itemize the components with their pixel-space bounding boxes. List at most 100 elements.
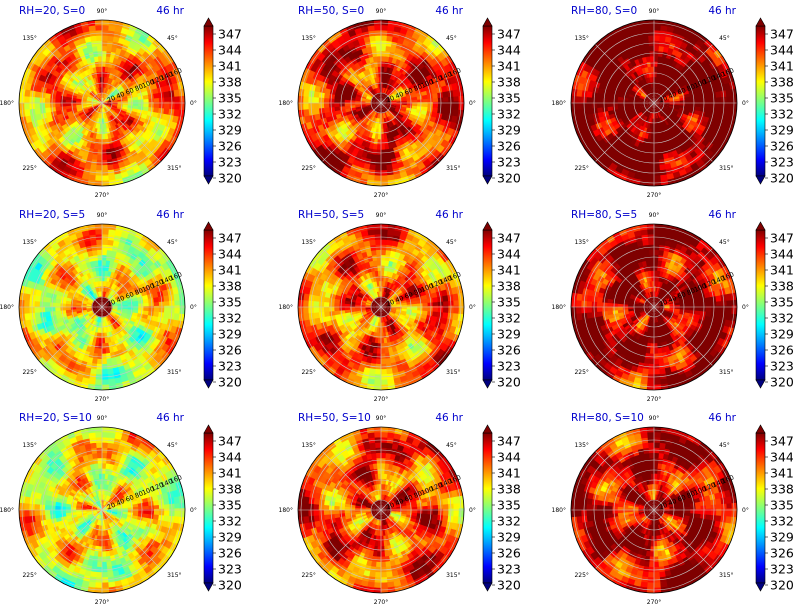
field-cell [85,103,92,107]
field-cell [373,87,378,94]
field-cell [662,132,668,139]
field-cell [381,103,387,106]
radial-tick-label: 80 [686,82,697,93]
field-cell [654,113,656,120]
field-cell [121,95,129,100]
field-cell [651,97,654,103]
colorbar-tick-label: 323 [218,359,242,374]
field-cell [381,113,383,120]
field-cell [352,87,359,93]
field-cell [109,288,115,295]
field-cell [153,106,160,113]
field-cell [123,319,130,326]
field-cell [97,327,101,334]
field-cell [85,291,91,298]
colorbar-tick-label: 332 [770,107,793,122]
field-cell [368,115,374,122]
field-cell [179,94,185,103]
field-cell [629,111,637,117]
field-cell [81,298,88,302]
field-cell [375,112,379,119]
field-cell [731,94,737,103]
field-cell [118,87,125,93]
field-cell [643,100,649,103]
field-cell [95,133,100,140]
field-cell [364,74,370,81]
field-cell [94,138,100,145]
field-cell [95,337,100,344]
field-cell [92,89,97,95]
field-cell [125,315,132,321]
field-cell [89,295,95,301]
field-cell [102,103,108,106]
field-cell [78,291,85,297]
field-cell [119,293,127,299]
field-cell [637,87,643,94]
field-cell [80,114,87,121]
field-cell [660,116,665,123]
field-cell [361,82,368,89]
field-cell [112,79,118,86]
field-cell [391,98,397,102]
field-cell [389,108,396,113]
field-cell [90,282,95,289]
field-cell [86,98,92,102]
field-cell [641,115,647,122]
colorbar-tick-label: 344 [497,43,521,58]
field-cell [94,76,99,84]
field-cell [125,89,132,95]
colorbar-tick-label: 326 [218,343,242,358]
field-cell [86,302,92,306]
field-cell [672,111,679,117]
field-cell [80,85,87,92]
field-cell [648,103,654,106]
field-cell [162,112,170,121]
field-cell [122,104,129,108]
field-cell [102,92,105,98]
field-cell [585,97,592,105]
field-cell [663,105,670,109]
field-cell [377,103,381,109]
field-cell [95,316,99,323]
field-cell [100,307,102,313]
radial-tick-label: 40 [115,90,126,101]
field-cell [114,294,121,300]
angle-label: 0° [469,100,476,107]
field-cell [84,81,91,88]
field-cell [392,118,399,125]
field-cell [102,149,108,156]
field-cell [124,86,131,92]
field-cell [384,112,389,119]
radial-tick-label: 60 [124,86,135,97]
field-cell [104,55,111,63]
angle-label: 0° [742,100,749,107]
field-cell [375,50,381,57]
field-cell [86,97,93,101]
field-cell [358,113,365,119]
field-cell [108,110,114,116]
field-cell [367,67,373,74]
field-cell [96,303,102,307]
field-cell [380,60,385,67]
field-cell [102,103,108,105]
field-cell [634,109,641,114]
angle-label: 315° [446,165,460,172]
field-cell [113,322,120,329]
field-cell [381,100,387,103]
field-cell [90,78,95,85]
field-cell [112,317,118,324]
colorbar-tick-label: 341 [218,59,242,74]
field-cell [381,103,387,107]
field-cell [109,109,115,115]
colorbar-extend-max [203,221,214,231]
field-cell [111,299,118,304]
field-cell [646,76,651,84]
field-cell [662,120,668,128]
colorbar-tick-label: 326 [218,139,242,154]
field-cell [390,97,397,101]
field-cell [298,88,305,98]
field-cell [72,293,79,299]
field-cell [333,94,341,101]
field-cell [635,90,642,96]
field-cell [648,165,656,172]
